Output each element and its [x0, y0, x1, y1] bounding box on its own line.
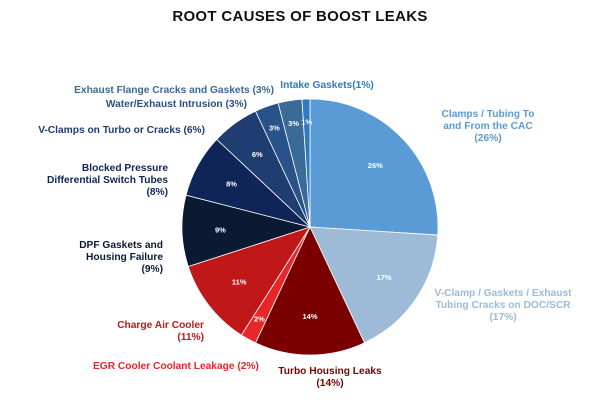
pie-slice — [309, 226, 439, 344]
slice-category-label: Blocked Pressure Differential Switch Tube… — [47, 163, 168, 198]
slice-percent-label: 8% — [226, 179, 237, 188]
slice-category-label: DPF Gaskets and Housing Failure (9%) — [79, 240, 163, 275]
slice-category-label: Turbo Housing Leaks (14%) — [278, 366, 382, 389]
slice-category-label: V-Clamp / Gaskets / Exhaust Tubing Cracks… — [434, 288, 572, 323]
slice-percent-label: 2% — [254, 315, 265, 324]
slice-percent-label: 11% — [232, 277, 247, 286]
slice-percent-label: 3% — [269, 124, 280, 133]
slice-percent-label: 26% — [368, 161, 383, 170]
slice-category-label: Exhaust Flange Cracks and Gaskets (3%) — [74, 85, 274, 96]
pie-slice — [309, 98, 439, 236]
pie-slice — [254, 226, 366, 356]
slice-percent-label: 17% — [377, 273, 392, 282]
slice-percent-label: 1% — [301, 118, 312, 127]
chart-title: ROOT CAUSES OF BOOST LEAKS — [172, 8, 428, 25]
slice-category-label: V-Clamps on Turbo or Cracks (6%) — [38, 125, 205, 136]
slice-category-label: Intake Gaskets(1%) — [280, 80, 373, 91]
pie-slice — [301, 98, 311, 228]
slice-percent-label: 14% — [302, 312, 317, 321]
slice-percent-label: 9% — [215, 225, 226, 234]
slice-percent-label: 6% — [252, 150, 263, 159]
slice-percent-label: 3% — [288, 119, 299, 128]
slice-category-label: Clamps / Tubing To and From the CAC (26%) — [442, 109, 535, 144]
pie-slice — [187, 226, 311, 336]
slice-category-label: Charge Air Cooler (11%) — [117, 320, 204, 343]
slice-category-label: Water/Exhaust Intrusion (3%) — [106, 99, 247, 110]
slice-category-label: EGR Cooler Coolant Leakage (2%) — [93, 361, 259, 372]
